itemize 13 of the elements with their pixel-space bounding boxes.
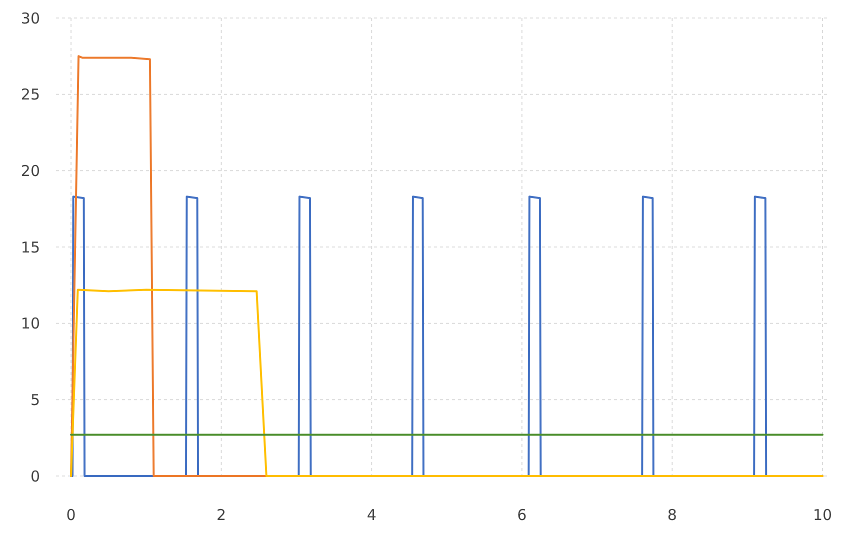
x-tick-label: 2 bbox=[216, 506, 226, 524]
x-tick-label: 8 bbox=[667, 506, 677, 524]
y-tick-label: 0 bbox=[30, 467, 40, 486]
y-tick-label: 25 bbox=[20, 86, 40, 104]
y-tick-label: 20 bbox=[20, 162, 40, 180]
x-tick-label: 10 bbox=[812, 506, 832, 524]
y-tick-label: 15 bbox=[20, 238, 40, 256]
x-tick-label: 4 bbox=[366, 506, 376, 524]
y-tick-label: 30 bbox=[20, 9, 40, 28]
y-tick-label: 10 bbox=[20, 314, 40, 333]
y-tick-label: 5 bbox=[30, 390, 40, 409]
x-tick-label: 0 bbox=[66, 506, 76, 524]
x-tick-label: 6 bbox=[517, 506, 527, 524]
